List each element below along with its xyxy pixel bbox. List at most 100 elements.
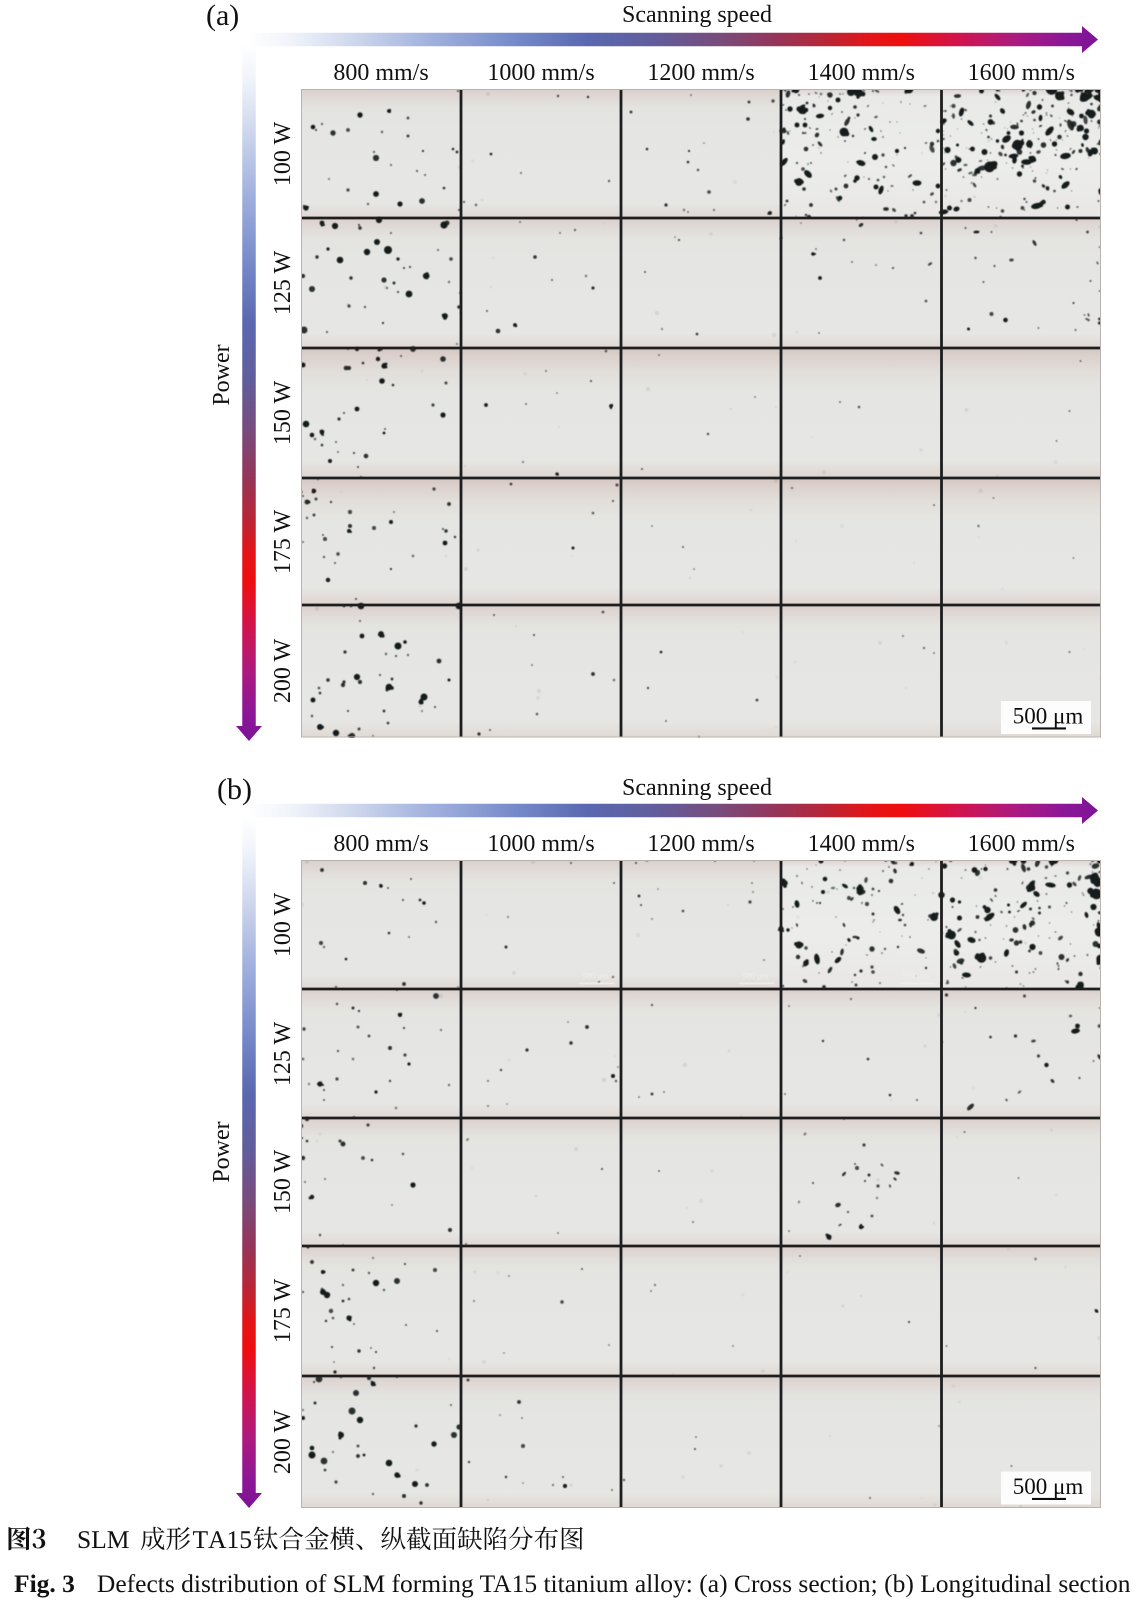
svg-text:500 μm: 500 μm	[582, 971, 608, 981]
power-label: 175 W	[270, 1278, 296, 1344]
micrograph-175W-800mms	[301, 477, 461, 605]
power-label: 150 W	[270, 1149, 296, 1215]
scale-bar: 500 μm	[1001, 1471, 1091, 1505]
micrograph-125W-1000mms	[461, 989, 621, 1118]
power-title: Power	[209, 344, 235, 406]
micrograph-125W-1600mms	[941, 218, 1101, 348]
embedded-scale-mark: 500 μm	[899, 971, 936, 985]
micrograph-175W-1400mms	[781, 478, 942, 605]
micrograph-200W-1200mms	[621, 605, 781, 738]
micrograph-150W-1200mms	[621, 1118, 781, 1246]
micrograph-125W-800mms	[301, 216, 463, 348]
micrograph-150W-1200mms	[621, 348, 781, 478]
grid-lines	[301, 89, 1101, 738]
svg-text:500 μm: 500 μm	[742, 971, 768, 981]
speed-label: 1200 mm/s	[647, 60, 755, 86]
embedded-scale-mark: 500 μm	[579, 971, 615, 985]
scale-bar-label: 500 μm	[1013, 704, 1084, 729]
micrograph-125W-1400mms	[781, 989, 942, 1118]
micrograph-125W-1000mms	[461, 218, 621, 348]
speed-label: 800 mm/s	[333, 60, 429, 86]
micrograph-200W-800mms	[301, 1375, 462, 1508]
speed-label: 1400 mm/s	[807, 831, 915, 857]
micrograph-175W-1400mms	[781, 1246, 942, 1376]
caption-chinese-svg	[8, 1526, 583, 1551]
micrograph-grid: 500 μm	[301, 89, 1101, 738]
micrograph-grid: 500 μm 500 μm 500 μm 500 μm	[301, 860, 1101, 1508]
micrograph-100W-1400mms	[779, 89, 942, 220]
micrograph-200W-1400mms	[781, 1376, 942, 1508]
micrograph-200W-1000mms	[461, 1376, 621, 1508]
micrograph-150W-1000mms	[461, 348, 621, 478]
micrograph-150W-1600mms	[941, 348, 1101, 478]
micrograph-150W-1600mms	[941, 1118, 1101, 1246]
micrograph-200W-800mms	[301, 602, 463, 738]
speed-label: 1400 mm/s	[807, 60, 915, 86]
scanning-speed-title: Scanning speed	[622, 2, 772, 28]
caption-english-text: Defects distribution of SLM forming TA15…	[96, 1569, 1131, 1598]
svg-text:500 μm: 500 μm	[903, 971, 929, 981]
power-label: 150 W	[270, 380, 296, 446]
micrograph-175W-1600mms	[941, 1246, 1101, 1376]
power-label: 100 W	[270, 121, 296, 186]
micrograph-150W-1000mms	[461, 1118, 621, 1246]
scale-bar: 500 μm	[1001, 701, 1091, 734]
micrograph-100W-1400mms: 500 μm	[777, 860, 942, 989]
scanning-speed-arrow	[247, 25, 1098, 53]
panel-letter: (a)	[206, 0, 240, 32]
micrograph-100W-1000mms	[461, 89, 621, 218]
micrograph-150W-1400mms	[781, 1118, 942, 1246]
power-label: 200 W	[270, 1409, 296, 1475]
micrograph-100W-800mms	[301, 860, 461, 989]
micrograph-100W-1200mms	[621, 89, 781, 218]
speed-label: 800 mm/s	[333, 831, 429, 857]
speed-label: 1000 mm/s	[487, 831, 595, 857]
embedded-scale-mark: 500 μm	[739, 971, 775, 985]
power-arrow	[236, 44, 262, 741]
micrograph-125W-800mms	[301, 989, 461, 1118]
micrograph-175W-1200mms	[621, 1246, 781, 1376]
micrograph-150W-800mms	[301, 346, 461, 479]
micrograph-150W-1400mms	[780, 348, 942, 478]
power-title: Power	[209, 1121, 235, 1183]
micrograph-175W-1000mms	[461, 478, 621, 605]
micrograph-125W-1400mms	[779, 217, 942, 348]
grid-lines	[301, 860, 1101, 1508]
power-label: 125 W	[270, 250, 296, 316]
micrograph-200W-1000mms	[461, 605, 621, 738]
caption-english-number: Fig. 3	[14, 1569, 75, 1598]
micrograph-150W-800mms	[301, 1116, 461, 1246]
micrograph-125W-1200mms	[621, 218, 781, 348]
scale-bar-line	[1032, 727, 1066, 730]
caption-chinese	[0, 1518, 620, 1560]
power-label: 100 W	[270, 892, 296, 957]
scale-bar-line	[1032, 1497, 1066, 1500]
micrograph-200W-1400mms	[781, 605, 942, 738]
micrograph-100W-1000mms: 500 μm	[461, 860, 621, 989]
micrograph-100W-800mms	[301, 89, 463, 218]
micrograph-175W-1600mms	[941, 478, 1101, 605]
micrograph-175W-1000mms	[461, 1246, 621, 1376]
micrograph-125W-1600mms	[941, 989, 1101, 1118]
power-label: 125 W	[270, 1021, 296, 1086]
micrograph-175W-1200mms	[621, 478, 781, 605]
scanning-speed-arrow	[247, 796, 1098, 824]
scanning-speed-title: Scanning speed	[622, 775, 772, 801]
scale-bar-label: 500 μm	[1013, 1474, 1084, 1499]
micrograph-125W-1200mms	[621, 989, 781, 1119]
caption-english: Fig. 3 Defects distribution of SLM formin…	[14, 1571, 1131, 1597]
power-label: 175 W	[270, 509, 296, 574]
speed-label: 1200 mm/s	[647, 831, 755, 857]
speed-label: 1600 mm/s	[967, 60, 1075, 86]
micrograph-175W-800mms	[301, 1245, 461, 1376]
micrograph-100W-1200mms: 500 μm	[621, 860, 781, 989]
speed-label: 1000 mm/s	[487, 60, 595, 86]
power-label: 200 W	[270, 639, 296, 704]
micrograph-100W-1600mms	[938, 89, 1101, 219]
speed-label: 1600 mm/s	[967, 831, 1075, 857]
panel-letter: (b)	[217, 773, 252, 806]
power-arrow	[236, 816, 262, 1508]
micrograph-200W-1200mms	[621, 1376, 781, 1508]
micrograph-100W-1600mms	[938, 860, 1101, 993]
